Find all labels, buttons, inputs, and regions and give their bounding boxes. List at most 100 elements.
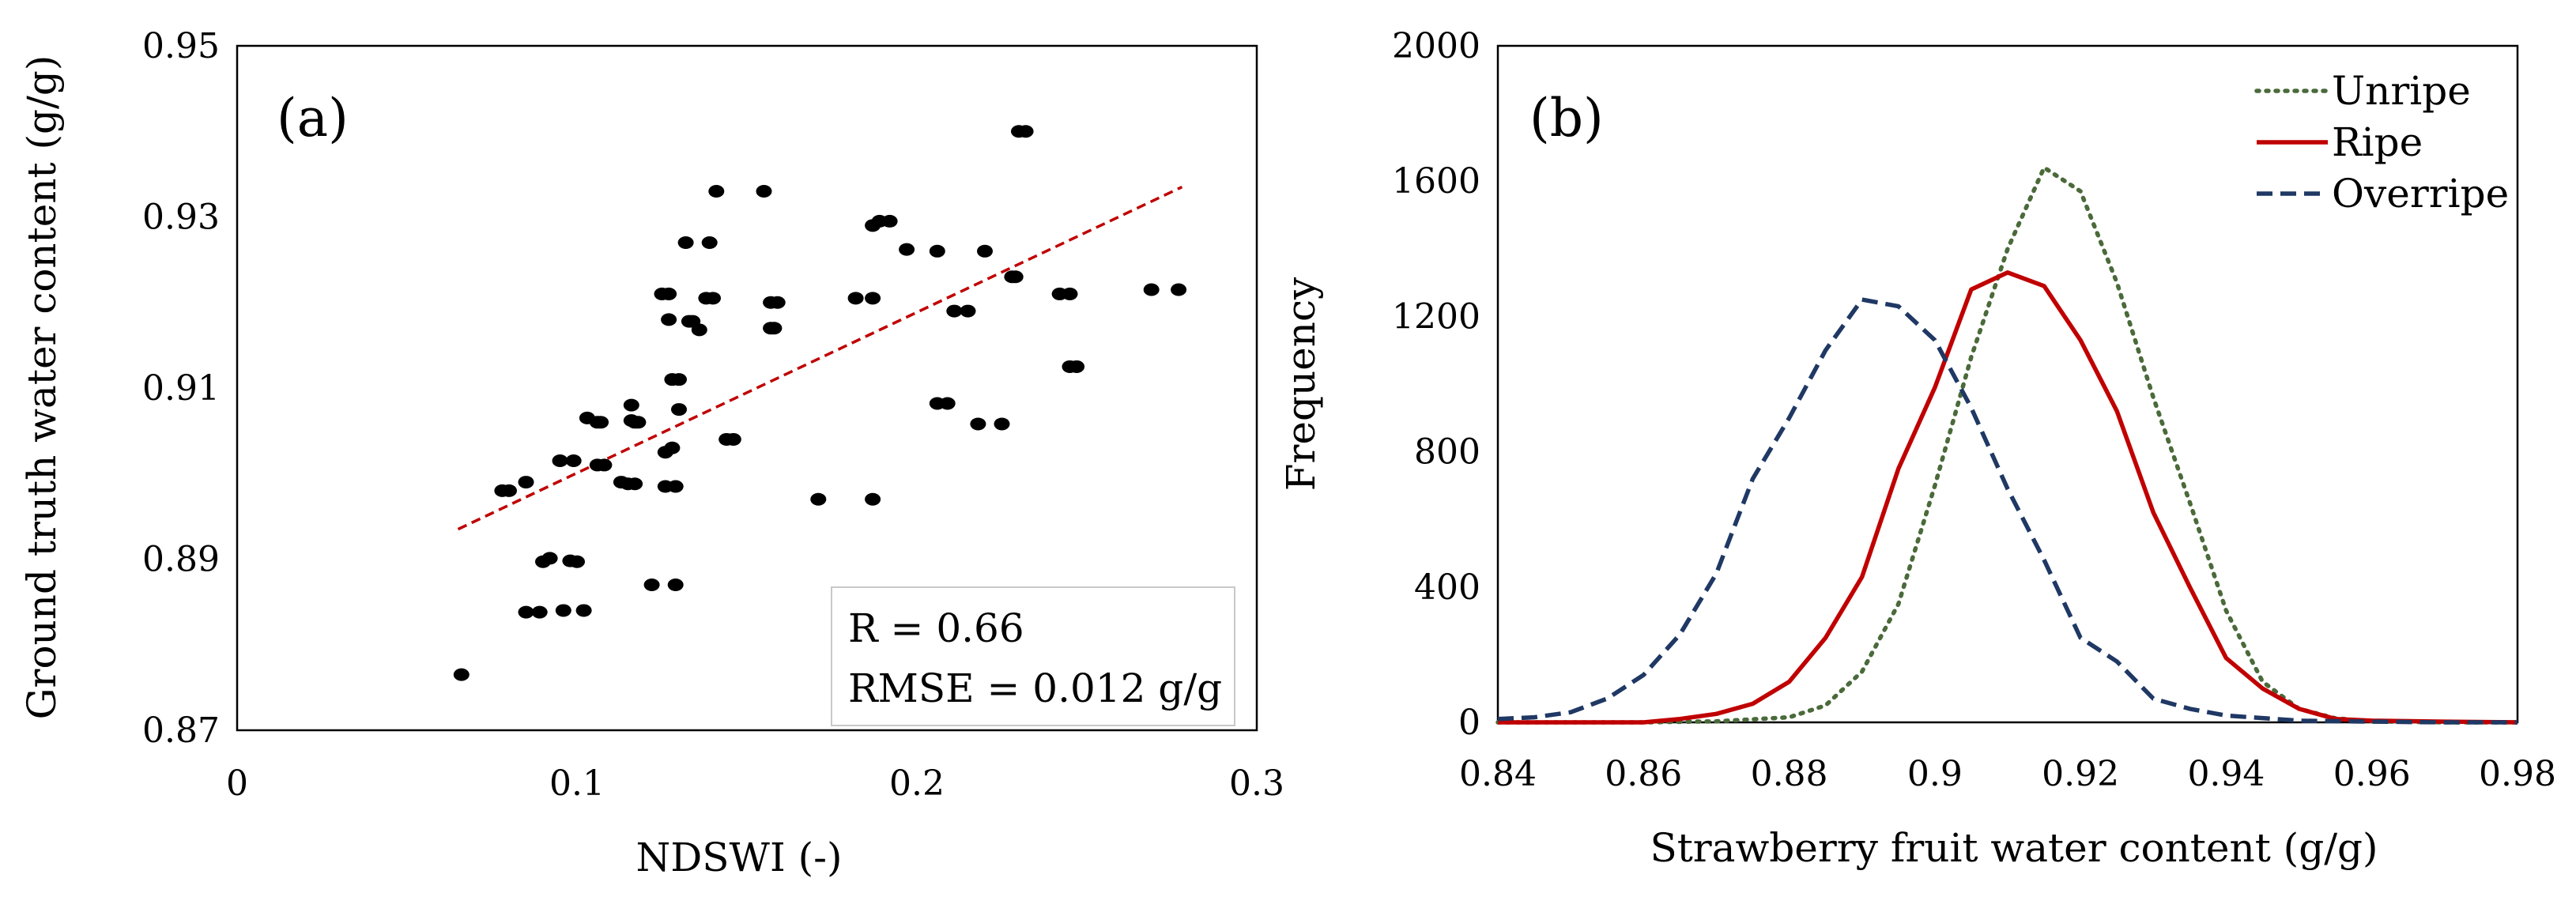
- scatter-point: [960, 304, 976, 318]
- scatter-point: [1007, 270, 1024, 284]
- distribution-x-tick-label: 0.92: [2042, 754, 2119, 794]
- panel-label-a: (a): [277, 88, 349, 149]
- scatter-point: [929, 244, 945, 258]
- scatter-point: [865, 292, 881, 305]
- distribution-x-tick-label: 0.84: [1459, 754, 1537, 794]
- distribution-y-tick-label: 1200: [1392, 296, 1480, 337]
- scatter-point: [705, 292, 721, 305]
- distribution-x-axis-label: Strawberry fruit water content (g/g): [1650, 825, 2378, 871]
- scatter-point: [661, 313, 677, 326]
- scatter-y-tick-label: 0.93: [142, 198, 220, 238]
- scatter-point: [810, 492, 827, 506]
- scatter-point: [671, 373, 687, 386]
- scatter-point: [518, 605, 534, 619]
- scatter-point: [1143, 283, 1160, 296]
- scatter-point: [1069, 360, 1085, 373]
- scatter-x-tick-label: 0.1: [549, 763, 605, 804]
- scatter-points-layer: [453, 125, 1187, 681]
- distribution-y-tick-label: 800: [1414, 432, 1480, 473]
- panel-label-b: (b): [1529, 88, 1604, 149]
- scatter-point: [970, 417, 986, 431]
- scatter-y-axis-label: Ground truth water content (g/g): [19, 55, 65, 720]
- scatter-point: [946, 304, 963, 318]
- scatter-point: [899, 243, 915, 256]
- scatter-plot-frame: [236, 44, 1258, 732]
- distribution-x-tick-label: 0.86: [1605, 754, 1682, 794]
- scatter-point: [627, 477, 643, 491]
- scatter-point: [939, 397, 956, 410]
- scatter-point: [541, 552, 558, 565]
- distribution-x-tick-label: 0.98: [2479, 754, 2556, 794]
- scatter-y-tick-label: 0.89: [142, 540, 220, 580]
- scatter-point: [661, 287, 677, 300]
- scatter-x-tick-label: 0: [226, 763, 248, 804]
- series-line-overripe: [1497, 297, 2518, 725]
- stats-box: [831, 586, 1235, 726]
- scatter-point: [667, 480, 684, 493]
- scatter-point: [453, 668, 470, 681]
- scatter-x-tick-label: 0.3: [1229, 763, 1284, 804]
- scatter-point: [769, 296, 786, 309]
- scatter-x-tick-label: 0.2: [889, 763, 945, 804]
- distribution-plot-frame: [1496, 44, 2519, 724]
- legend-label-unripe: Unripe: [2332, 68, 2471, 114]
- scatter-point: [1062, 287, 1078, 300]
- distribution-y-tick-labels: 0 400 800 1200 1600 2000: [1392, 26, 1480, 743]
- scatter-point: [518, 476, 534, 489]
- rmse-value: RMSE = 0.012 g/g: [848, 665, 1222, 711]
- scatter-point: [575, 604, 592, 617]
- distribution-y-tick-label: 400: [1414, 567, 1480, 608]
- scatter-x-axis-label: NDSWI (-): [636, 835, 842, 880]
- legend: Unripe Ripe Overripe: [2254, 68, 2509, 217]
- distribution-y-tick-label: 2000: [1392, 26, 1480, 66]
- scatter-y-tick-label: 0.91: [142, 368, 220, 409]
- scatter-point: [725, 432, 741, 446]
- distribution-y-tick-label: 0: [1458, 703, 1480, 743]
- scatter-point: [766, 322, 783, 335]
- scatter-point: [847, 292, 864, 305]
- legend-label-ripe: Ripe: [2332, 119, 2423, 165]
- legend-label-overripe: Overripe: [2332, 171, 2509, 217]
- scatter-trendline-layer: [457, 186, 1183, 531]
- scatter-point: [701, 236, 718, 249]
- scatter-point: [671, 403, 687, 416]
- scatter-point: [708, 185, 725, 198]
- distribution-y-axis-label: Frequency: [1278, 277, 1324, 491]
- scatter-point: [756, 185, 772, 198]
- distribution-x-tick-label: 0.96: [2333, 754, 2411, 794]
- scatter-y-tick-label: 0.87: [142, 710, 220, 751]
- distribution-x-tick-label: 0.9: [1907, 754, 1963, 794]
- scatter-point: [596, 458, 613, 472]
- scatter-y-tick-labels: 0.87 0.89 0.91 0.93 0.95: [142, 26, 220, 751]
- scatter-point: [881, 214, 898, 228]
- r-value: R = 0.66: [848, 605, 1024, 651]
- distribution-x-tick-labels: 0.84 0.86 0.88 0.9 0.92 0.94 0.96 0.98: [1459, 754, 2556, 794]
- scatter-x-tick-labels: 0 0.1 0.2 0.3: [226, 763, 1284, 804]
- trendline: [457, 186, 1183, 531]
- scatter-point: [677, 236, 694, 249]
- distribution-y-tick-label: 1600: [1392, 161, 1480, 202]
- distribution-x-tick-label: 0.94: [2187, 754, 2265, 794]
- scatter-point: [1017, 125, 1034, 138]
- scatter-point: [593, 416, 609, 429]
- scatter-point: [865, 492, 881, 506]
- distribution-series-layer: [1495, 165, 2520, 725]
- scatter-point: [1171, 283, 1187, 296]
- scatter-point: [565, 454, 582, 468]
- scatter-point: [994, 417, 1010, 431]
- series-line-unripe: [1495, 165, 2520, 725]
- scatter-point: [630, 416, 647, 429]
- scatter-point: [691, 323, 707, 337]
- scatter-point: [667, 578, 684, 591]
- scatter-point: [501, 484, 517, 497]
- scatter-panel: (a) R = 0.66 RMSE = 0.012 g/g 0.870.890.…: [19, 26, 1284, 880]
- scatter-point: [643, 578, 660, 591]
- scatter-point: [531, 605, 548, 619]
- series-line-ripe: [1498, 270, 2518, 725]
- scatter-y-tick-label: 0.95: [142, 26, 220, 66]
- distribution-x-tick-label: 0.88: [1751, 754, 1828, 794]
- scatter-point: [552, 454, 568, 468]
- scatter-point: [555, 604, 571, 617]
